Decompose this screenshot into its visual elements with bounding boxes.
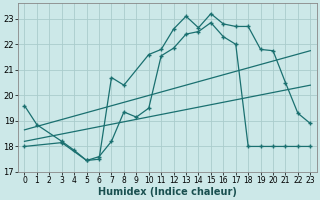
X-axis label: Humidex (Indice chaleur): Humidex (Indice chaleur) (98, 187, 237, 197)
